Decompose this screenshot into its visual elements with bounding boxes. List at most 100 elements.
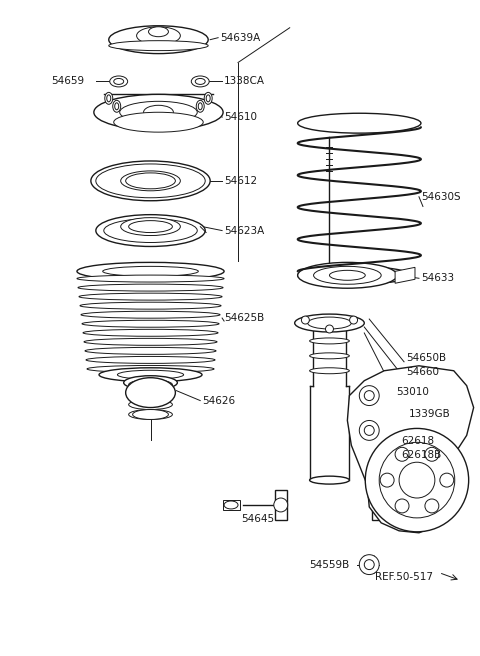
Ellipse shape — [120, 101, 197, 123]
Ellipse shape — [129, 220, 172, 233]
Circle shape — [325, 325, 334, 333]
Circle shape — [301, 316, 309, 324]
Ellipse shape — [99, 368, 202, 382]
Circle shape — [395, 447, 409, 461]
Ellipse shape — [80, 302, 221, 309]
Ellipse shape — [310, 353, 349, 359]
Ellipse shape — [96, 164, 205, 197]
Ellipse shape — [120, 171, 180, 191]
Ellipse shape — [114, 79, 124, 85]
Ellipse shape — [298, 262, 397, 288]
Ellipse shape — [94, 94, 223, 130]
Circle shape — [399, 462, 435, 498]
Circle shape — [425, 447, 439, 461]
Ellipse shape — [384, 410, 394, 417]
Ellipse shape — [126, 173, 175, 189]
Text: REF.50-517: REF.50-517 — [375, 571, 433, 582]
Ellipse shape — [105, 92, 113, 104]
Ellipse shape — [87, 365, 214, 373]
Circle shape — [380, 473, 394, 487]
Ellipse shape — [96, 215, 205, 247]
Ellipse shape — [79, 293, 222, 300]
Text: 62618B: 62618B — [401, 450, 441, 461]
Ellipse shape — [132, 409, 168, 419]
Ellipse shape — [86, 356, 215, 363]
Ellipse shape — [308, 317, 351, 329]
Polygon shape — [223, 500, 240, 510]
Ellipse shape — [195, 79, 205, 85]
Ellipse shape — [77, 275, 224, 282]
Circle shape — [365, 428, 468, 532]
Text: 54623A: 54623A — [224, 226, 264, 236]
Ellipse shape — [295, 314, 364, 332]
Text: 53010: 53010 — [396, 386, 429, 397]
Ellipse shape — [77, 262, 224, 280]
Text: 54559B: 54559B — [310, 560, 350, 569]
Ellipse shape — [198, 103, 202, 110]
Ellipse shape — [148, 27, 168, 37]
Circle shape — [364, 426, 374, 436]
Ellipse shape — [196, 100, 204, 112]
Ellipse shape — [312, 322, 347, 330]
Polygon shape — [348, 366, 474, 533]
Ellipse shape — [206, 95, 210, 102]
Ellipse shape — [120, 218, 180, 236]
Polygon shape — [372, 490, 384, 520]
Ellipse shape — [114, 112, 203, 132]
Ellipse shape — [83, 329, 218, 337]
Text: 54645: 54645 — [241, 514, 275, 524]
Text: 1338CA: 1338CA — [224, 77, 265, 87]
Circle shape — [379, 442, 455, 518]
Circle shape — [371, 498, 385, 512]
Ellipse shape — [113, 100, 120, 112]
Text: 54612: 54612 — [224, 176, 257, 186]
Text: 54660: 54660 — [406, 367, 439, 377]
Polygon shape — [395, 268, 415, 283]
Ellipse shape — [137, 27, 180, 45]
Ellipse shape — [104, 218, 197, 243]
Ellipse shape — [144, 106, 173, 119]
Circle shape — [360, 420, 379, 440]
Circle shape — [440, 473, 454, 487]
Ellipse shape — [310, 338, 349, 344]
Ellipse shape — [107, 95, 111, 102]
Text: 54630S: 54630S — [421, 192, 461, 202]
Text: 54639A: 54639A — [220, 33, 260, 43]
Ellipse shape — [298, 113, 421, 133]
Circle shape — [395, 499, 409, 513]
Ellipse shape — [310, 368, 349, 374]
Ellipse shape — [81, 311, 220, 318]
Ellipse shape — [224, 501, 238, 509]
Ellipse shape — [129, 390, 172, 400]
Text: 54659: 54659 — [51, 77, 84, 87]
Circle shape — [364, 560, 374, 569]
Ellipse shape — [82, 320, 219, 327]
Text: 1339GB: 1339GB — [409, 409, 451, 419]
Circle shape — [360, 386, 379, 405]
Ellipse shape — [129, 400, 172, 409]
Circle shape — [274, 498, 288, 512]
Ellipse shape — [129, 380, 172, 390]
Ellipse shape — [84, 338, 217, 345]
Circle shape — [360, 555, 379, 575]
Ellipse shape — [129, 409, 172, 419]
Polygon shape — [275, 490, 287, 520]
Ellipse shape — [110, 76, 128, 87]
Text: 54610: 54610 — [224, 112, 257, 122]
Ellipse shape — [85, 348, 216, 354]
Ellipse shape — [379, 407, 399, 420]
Text: 54625B: 54625B — [224, 313, 264, 323]
Ellipse shape — [124, 376, 178, 390]
Ellipse shape — [126, 378, 175, 407]
Ellipse shape — [329, 270, 365, 280]
Circle shape — [425, 499, 439, 513]
Ellipse shape — [103, 266, 198, 276]
Ellipse shape — [204, 92, 212, 104]
Ellipse shape — [310, 476, 349, 484]
Text: 54650B: 54650B — [406, 353, 446, 363]
Ellipse shape — [78, 284, 223, 291]
Ellipse shape — [363, 440, 379, 450]
Ellipse shape — [298, 266, 411, 284]
Text: 54626: 54626 — [202, 396, 235, 405]
Ellipse shape — [118, 370, 184, 379]
